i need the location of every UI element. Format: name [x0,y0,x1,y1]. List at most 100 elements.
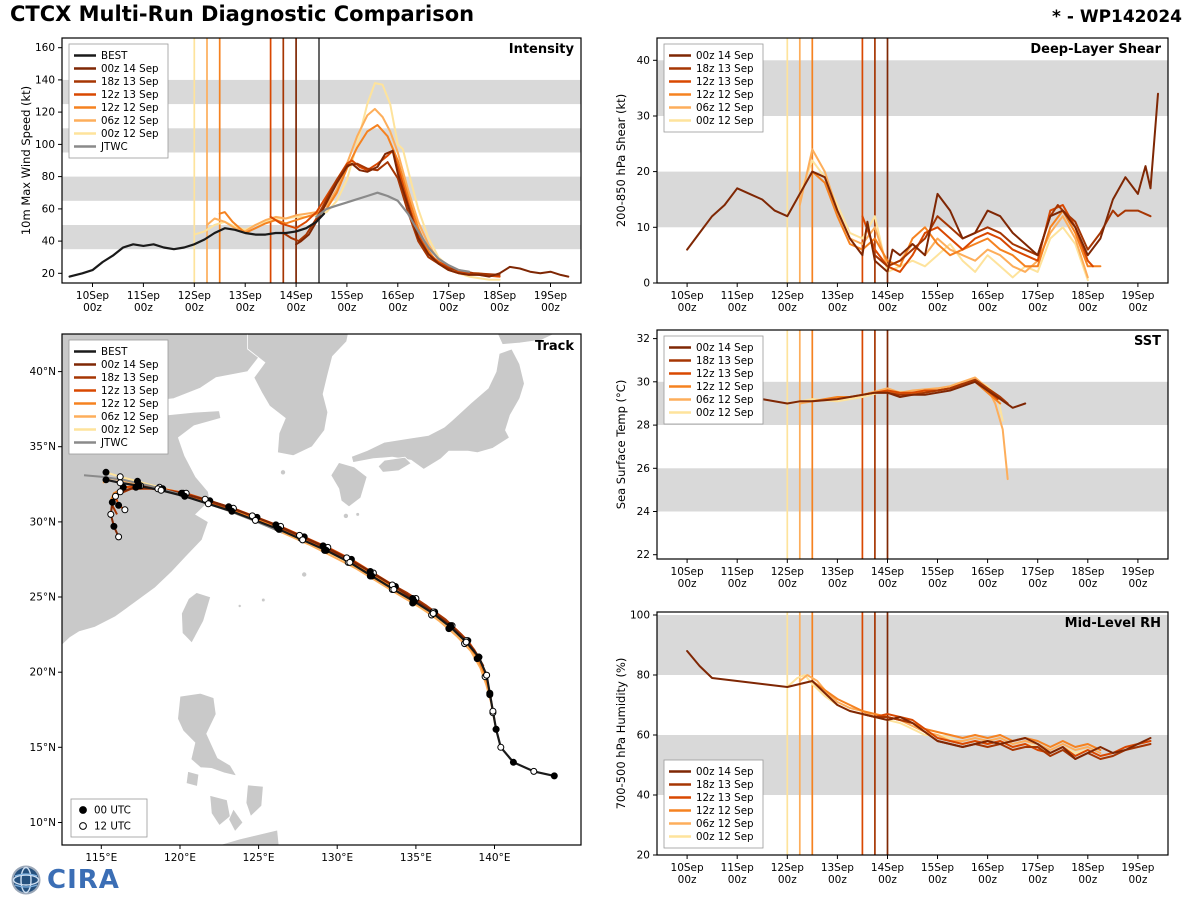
svg-text:00z: 00z [928,302,947,314]
svg-text:11Sep: 11Sep [721,290,754,302]
svg-text:00z: 00z [541,302,560,314]
svg-text:00z: 00z [1078,578,1097,590]
shear-chart: 01020304010Sep00z11Sep00z12Sep00z13Sep00… [614,37,1169,314]
svg-text:17Sep: 17Sep [1021,862,1054,874]
svg-text:40: 40 [42,236,55,248]
svg-text:06z 12 Sep: 06z 12 Sep [696,818,754,830]
svg-text:11Sep: 11Sep [127,290,160,302]
svg-text:13Sep: 13Sep [821,862,854,874]
svg-text:00z: 00z [728,578,747,590]
svg-text:40: 40 [637,790,650,802]
svg-text:15Sep: 15Sep [921,290,954,302]
svg-text:JTWC: JTWC [100,437,128,449]
svg-text:00z: 00z [83,302,102,314]
svg-text:130°E: 130°E [321,852,353,864]
svg-text:Sea Surface Temp (°C): Sea Surface Temp (°C) [614,380,628,510]
svg-text:17Sep: 17Sep [1021,290,1054,302]
svg-text:18Sep: 18Sep [1071,862,1104,874]
svg-text:18Sep: 18Sep [1071,290,1104,302]
svg-text:13Sep: 13Sep [821,290,854,302]
svg-text:SST: SST [1134,334,1161,349]
svg-text:00z: 00z [1128,578,1147,590]
svg-text:00z: 00z [828,302,847,314]
svg-text:30: 30 [637,376,650,388]
rh-chart: 2040608010010Sep00z11Sep00z12Sep00z13Sep… [614,610,1169,886]
svg-text:11Sep: 11Sep [721,862,754,874]
svg-text:26: 26 [637,463,651,475]
svg-text:17Sep: 17Sep [432,290,465,302]
svg-text:10Sep: 10Sep [671,290,704,302]
svg-text:18Sep: 18Sep [1071,566,1104,578]
svg-text:18z 13 Sep: 18z 13 Sep [101,76,159,88]
svg-text:00z 12 Sep: 00z 12 Sep [696,115,754,127]
svg-text:28: 28 [637,420,650,432]
svg-text:12Sep: 12Sep [771,290,804,302]
svg-text:00z: 00z [828,874,847,886]
svg-text:06z 12 Sep: 06z 12 Sep [696,102,754,114]
svg-text:16Sep: 16Sep [381,290,414,302]
svg-text:100: 100 [35,139,55,151]
svg-text:00z: 00z [1028,302,1047,314]
svg-text:00z: 00z [287,302,306,314]
svg-text:80: 80 [637,670,650,682]
svg-text:00z: 00z [878,874,897,886]
svg-text:19Sep: 19Sep [1121,566,1154,578]
svg-text:00z: 00z [978,874,997,886]
svg-text:06z 12 Sep: 06z 12 Sep [101,115,159,127]
svg-text:00z: 00z [978,302,997,314]
svg-text:12z 13 Sep: 12z 13 Sep [696,792,754,804]
svg-text:Track: Track [535,339,574,354]
svg-text:19Sep: 19Sep [1121,290,1154,302]
svg-text:20: 20 [637,850,650,862]
svg-text:00z: 00z [490,302,509,314]
svg-text:00z: 00z [678,578,697,590]
svg-text:12z 12 Sep: 12z 12 Sep [696,805,754,817]
svg-text:BEST: BEST [101,346,128,358]
svg-text:30: 30 [637,111,650,123]
svg-text:00z 14 Sep: 00z 14 Sep [696,342,754,354]
svg-text:15Sep: 15Sep [921,566,954,578]
svg-text:00z: 00z [1028,874,1047,886]
svg-text:60: 60 [637,730,650,742]
svg-text:12z 13 Sep: 12z 13 Sep [696,368,754,380]
svg-text:12z 12 Sep: 12z 12 Sep [696,89,754,101]
svg-text:00z: 00z [778,578,797,590]
storm-id: * - WP142024 [1052,7,1182,27]
svg-text:32: 32 [637,333,650,345]
svg-text:12Sep: 12Sep [771,862,804,874]
svg-text:40: 40 [637,55,650,67]
svg-text:BEST: BEST [101,50,128,62]
svg-text:120°E: 120°E [164,852,196,864]
svg-text:00z: 00z [337,302,356,314]
svg-text:20: 20 [637,166,650,178]
svg-text:00z 14 Sep: 00z 14 Sep [101,359,159,371]
svg-text:00z: 00z [928,874,947,886]
svg-text:35°N: 35°N [30,441,56,453]
svg-text:16Sep: 16Sep [971,862,1004,874]
svg-text:11Sep: 11Sep [721,566,754,578]
svg-text:13Sep: 13Sep [229,290,262,302]
svg-text:00z: 00z [828,578,847,590]
svg-text:140: 140 [35,74,55,86]
svg-text:00z: 00z [778,874,797,886]
svg-text:12z 13 Sep: 12z 13 Sep [101,385,159,397]
svg-text:18z 13 Sep: 18z 13 Sep [696,355,754,367]
svg-text:15°N: 15°N [30,742,56,754]
svg-text:16Sep: 16Sep [971,566,1004,578]
svg-text:700-500 hPa Humidity (%): 700-500 hPa Humidity (%) [614,658,628,810]
cira-logo: CIRA [10,864,120,896]
svg-text:17Sep: 17Sep [1021,566,1054,578]
svg-text:00z 14 Sep: 00z 14 Sep [696,766,754,778]
svg-text:24: 24 [637,506,651,518]
cira-logo-text: CIRA [47,865,120,895]
svg-text:00z: 00z [439,302,458,314]
svg-text:12z 13 Sep: 12z 13 Sep [101,89,159,101]
svg-text:12Sep: 12Sep [178,290,211,302]
svg-text:00z: 00z [878,302,897,314]
svg-text:00z: 00z [728,302,747,314]
svg-text:Deep-Layer Shear: Deep-Layer Shear [1030,42,1161,57]
intensity-chart: 2040608010012014016010Sep00z11Sep00z12Se… [19,37,582,314]
svg-text:14Sep: 14Sep [280,290,313,302]
svg-text:00z 14 Sep: 00z 14 Sep [101,63,159,75]
